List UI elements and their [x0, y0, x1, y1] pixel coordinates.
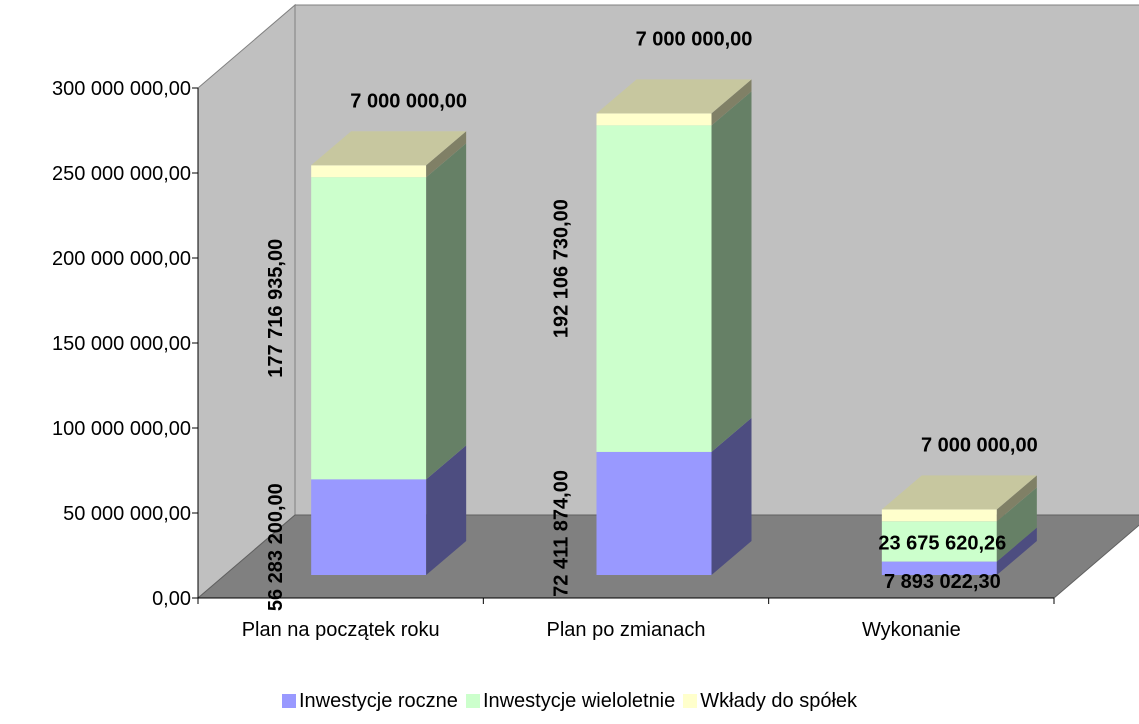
legend-label: Wkłady do spółek: [700, 690, 858, 712]
bar-front: [311, 479, 427, 575]
bar-front: [881, 509, 997, 522]
data-label: 177 716 935,00: [265, 239, 287, 378]
x-tick-label: Wykonanie: [862, 619, 961, 641]
data-label: 23 675 620,26: [878, 532, 1006, 554]
legend-item: Wkłady do spółek: [683, 690, 857, 713]
bar-side: [996, 487, 1037, 562]
bar-top: [596, 79, 752, 114]
x-tick-label: Plan na początek roku: [242, 619, 440, 641]
data-label: 56 283 200,00: [265, 483, 287, 611]
y-tick-label: 300 000 000,00: [52, 78, 191, 100]
bar-front: [596, 125, 712, 452]
data-labels: 56 283 200,00 177 716 935,00 7 000 000,00 7…: [265, 28, 1038, 611]
data-label: 7 000 000,00: [636, 28, 753, 50]
data-label: 7 000 000,00: [350, 90, 467, 112]
y-tick-label: 0,00: [152, 588, 191, 610]
data-label: 192 106 730,00: [551, 199, 573, 338]
bar-front: [881, 561, 997, 575]
y-tick-label: 200 000 000,00: [52, 248, 191, 270]
y-tick-label: 250 000 000,00: [52, 163, 191, 185]
bar-front: [311, 177, 427, 480]
value-axis: 0,00 50 000 000,00 100 000 000,00 150 000 0…: [52, 78, 199, 610]
category-axis: Plan na początek roku Plan po zmianach Wyk…: [197, 597, 1055, 641]
bar-side: [711, 79, 752, 126]
bar-front: [881, 521, 997, 562]
bar-side: [996, 527, 1037, 575]
bar-side: [426, 131, 467, 178]
data-label: 7 000 000,00: [921, 434, 1038, 456]
bar-side: [711, 91, 752, 452]
bar-side: [426, 445, 467, 575]
legend-item: Inwestycje wieloletnie: [465, 690, 676, 713]
legend-swatch: [683, 694, 698, 708]
data-label: 7 893 022,30: [884, 571, 1001, 593]
bar-stacks: [311, 79, 1037, 575]
bar-front: [596, 113, 712, 126]
legend-item: Inwestycje roczne: [281, 690, 458, 713]
chart-legend: Inwestycje roczne Inwestycje wieloletnie W…: [0, 690, 1139, 713]
legend-swatch: [465, 694, 480, 708]
x-tick-label: Plan po zmianach: [547, 619, 706, 641]
y-tick-label: 100 000 000,00: [52, 418, 191, 440]
bar-top: [881, 475, 1037, 510]
bar-front: [596, 451, 712, 575]
bar-side: [426, 143, 467, 480]
y-tick-label: 50 000 000,00: [63, 503, 191, 525]
legend-label: Inwestycje roczne: [298, 690, 458, 712]
legend-swatch: [281, 694, 296, 708]
y-tick-label: 150 000 000,00: [52, 333, 191, 355]
legend-label: Inwestycje wieloletnie: [482, 690, 676, 712]
bar-front: [311, 165, 427, 178]
bar-top: [311, 131, 467, 166]
bar-side: [711, 417, 752, 575]
bar-side: [996, 475, 1037, 522]
data-label: 72 411 874,00: [551, 470, 573, 597]
